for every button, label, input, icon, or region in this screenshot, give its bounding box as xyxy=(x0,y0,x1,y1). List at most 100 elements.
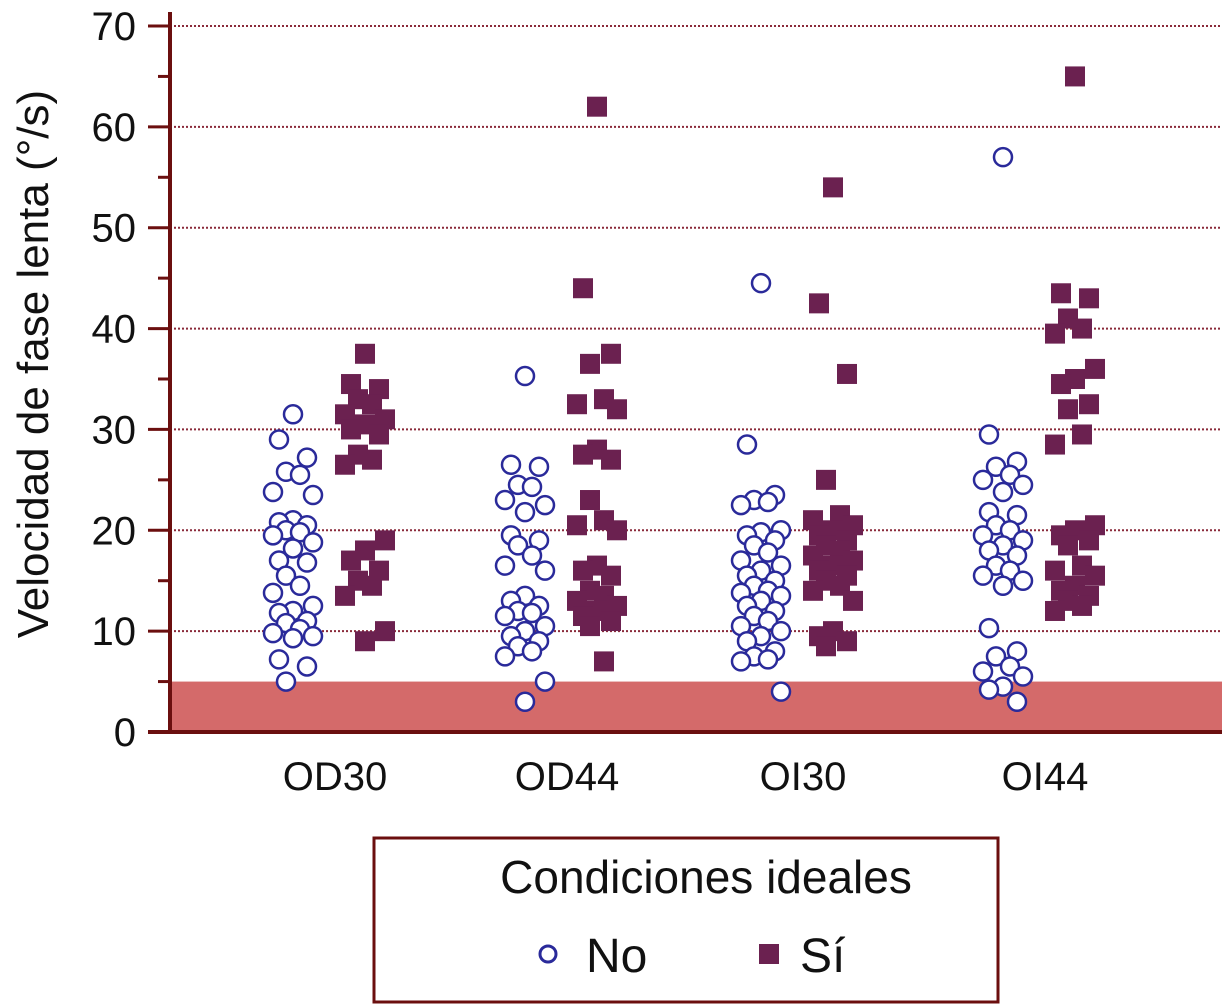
x-category-label-od44: OD44 xyxy=(515,755,620,799)
point-no xyxy=(275,565,297,586)
y-tick-label-50: 50 xyxy=(92,207,137,251)
point-no xyxy=(985,646,1007,667)
point-si xyxy=(580,616,600,637)
y-tick-label-20: 20 xyxy=(92,509,137,553)
point-si xyxy=(607,595,627,616)
point-no xyxy=(750,272,772,294)
x-category-label-od30: OD30 xyxy=(283,755,388,799)
legend-si-marker xyxy=(759,944,779,964)
x-category-label-oi44: OI44 xyxy=(1002,755,1089,799)
point-no xyxy=(770,681,792,702)
point-si xyxy=(837,363,857,384)
point-no xyxy=(730,651,752,672)
point-si xyxy=(1045,560,1065,581)
point-si xyxy=(1085,358,1105,379)
point-no xyxy=(262,622,284,644)
y-tick-labels: 0 10 20 30 40 50 60 70 xyxy=(92,5,137,755)
point-no xyxy=(736,434,758,455)
point-si xyxy=(580,490,600,511)
y-tick-label-40: 40 xyxy=(92,308,137,352)
legend: Condiciones ideales No Sí xyxy=(372,836,1000,1004)
point-no xyxy=(757,491,779,513)
point-no xyxy=(992,481,1014,503)
point-no xyxy=(534,671,556,692)
point-si xyxy=(1085,565,1105,586)
point-si xyxy=(567,590,587,611)
point-no xyxy=(282,404,304,425)
point-no xyxy=(494,489,516,511)
point-si xyxy=(1045,323,1065,344)
point-si xyxy=(341,374,361,395)
point-si xyxy=(341,550,361,571)
point-si xyxy=(601,343,621,364)
point-si xyxy=(843,550,863,571)
point-no xyxy=(1006,691,1028,712)
point-no xyxy=(992,575,1014,597)
point-si xyxy=(567,515,587,536)
point-no xyxy=(514,501,536,523)
point-si xyxy=(335,404,355,425)
point-si xyxy=(1085,515,1105,536)
x-category-labels: OD30 OD44 OI30 OI44 xyxy=(283,755,1089,799)
point-no xyxy=(262,481,284,503)
point-si xyxy=(1058,399,1078,420)
point-no xyxy=(494,555,516,576)
point-no xyxy=(494,646,516,667)
data-points xyxy=(262,66,1105,712)
point-no xyxy=(514,691,536,712)
point-no xyxy=(275,671,297,692)
point-si xyxy=(1079,530,1099,551)
point-si xyxy=(587,96,607,117)
point-si xyxy=(1072,595,1092,616)
point-si xyxy=(335,585,355,606)
y-tick-label-60: 60 xyxy=(92,106,137,150)
point-no xyxy=(296,447,318,468)
point-si xyxy=(375,409,395,430)
point-si xyxy=(341,419,361,440)
point-si xyxy=(1079,288,1099,309)
point-si xyxy=(573,560,593,581)
x-category-label-oi30: OI30 xyxy=(760,755,847,799)
point-no xyxy=(268,649,290,670)
point-no xyxy=(528,456,550,477)
y-axis-title: Velocidad de fase lenta (°/s) xyxy=(9,90,58,638)
point-no xyxy=(500,454,522,475)
point-si xyxy=(803,510,823,531)
point-si xyxy=(843,590,863,611)
point-si xyxy=(369,379,389,400)
point-no xyxy=(972,469,994,491)
point-no xyxy=(534,560,556,581)
point-si xyxy=(837,631,857,652)
point-si xyxy=(362,575,382,596)
point-no xyxy=(262,582,284,604)
point-no xyxy=(282,627,304,649)
point-si xyxy=(803,580,823,601)
point-no xyxy=(262,525,284,546)
point-si xyxy=(594,651,614,672)
point-no xyxy=(757,649,779,670)
point-no xyxy=(534,494,556,516)
point-si xyxy=(573,278,593,299)
point-no xyxy=(978,679,1000,700)
point-no xyxy=(289,464,311,486)
point-si xyxy=(1058,535,1078,556)
legend-no-marker xyxy=(538,944,558,964)
point-no xyxy=(268,429,290,450)
point-si xyxy=(816,469,836,490)
point-no xyxy=(770,620,792,642)
point-si xyxy=(816,636,836,657)
point-si xyxy=(823,177,843,198)
point-si xyxy=(601,449,621,470)
point-si xyxy=(607,520,627,541)
point-si xyxy=(573,444,593,465)
point-no xyxy=(1012,474,1034,496)
point-no xyxy=(992,146,1014,168)
point-no xyxy=(521,602,543,624)
point-no xyxy=(972,661,994,682)
point-no xyxy=(494,605,516,627)
point-si xyxy=(375,530,395,551)
point-no xyxy=(514,365,536,387)
point-si xyxy=(1051,374,1071,395)
point-si xyxy=(601,611,621,632)
